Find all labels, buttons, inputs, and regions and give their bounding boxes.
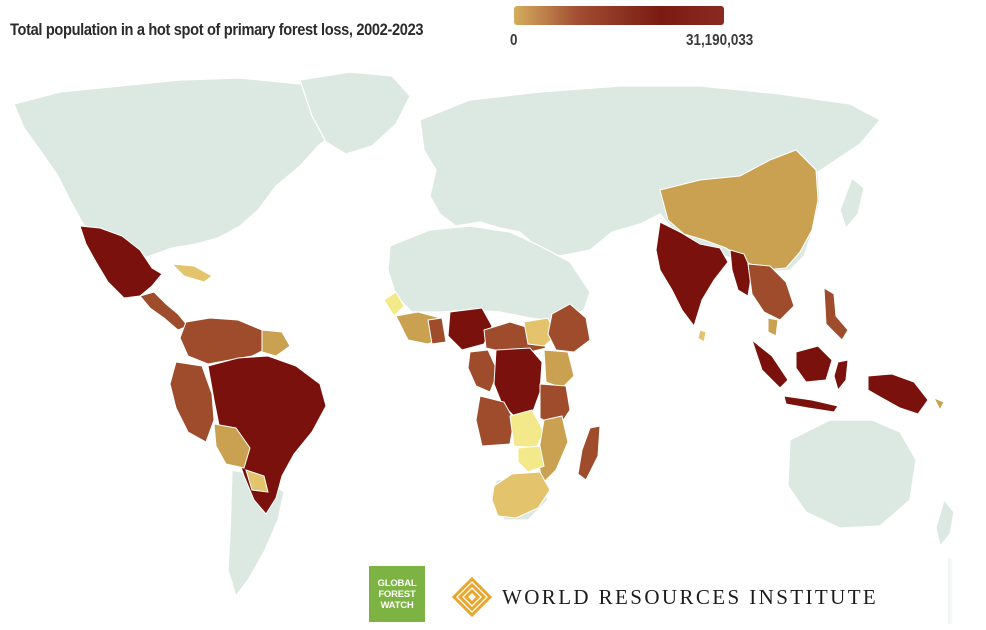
hotspot-countries (79, 149, 945, 519)
land-australia (787, 419, 917, 529)
land-japan (839, 176, 865, 230)
region-myanmar (729, 249, 753, 297)
legend-color-bar (514, 6, 724, 25)
land-new-zealand (935, 498, 955, 548)
region-gabon-congo (467, 349, 499, 393)
region-sri-lanka (697, 329, 707, 343)
region-mozambique-malawi (537, 415, 569, 486)
region-guianas (261, 329, 291, 357)
region-china (659, 149, 819, 271)
region-ethiopia (547, 303, 591, 353)
edge-divider (948, 558, 954, 624)
gfw-logo-line-2: FOREST (378, 588, 416, 600)
region-south-sudan (523, 317, 557, 347)
region-borneo (795, 345, 833, 383)
region-bolivia (213, 423, 251, 469)
region-zimbabwe (517, 445, 545, 473)
region-paraguay (245, 469, 269, 493)
region-pacific-islands (932, 397, 945, 412)
region-indochina (747, 263, 795, 321)
land-greenland (299, 71, 411, 155)
region-colombia-venezuela (179, 317, 269, 365)
region-zambia (509, 409, 545, 449)
land-north-america (13, 77, 382, 263)
region-uganda-kenya (543, 349, 575, 389)
region-mexico (79, 225, 163, 299)
region-caribbean (170, 263, 213, 283)
legend-max-label: 31,190,033 (686, 32, 754, 49)
region-philippines (823, 287, 849, 341)
region-sulawesi (833, 359, 849, 392)
region-sumatra (750, 338, 789, 389)
region-peru-ecuador (169, 361, 215, 443)
region-ghana (427, 317, 447, 345)
region-central-america (139, 291, 189, 331)
region-india (655, 221, 729, 328)
region-south-africa (491, 471, 551, 519)
gfw-logo-line-1: GLOBAL (377, 577, 417, 589)
region-new-guinea (867, 373, 929, 415)
region-peninsular-malaysia (767, 317, 779, 337)
region-angola (475, 395, 515, 447)
wri-logo-wordmark: WORLD RESOURCES INSTITUTE (502, 585, 879, 609)
gfw-logo-line-3: WATCH (380, 599, 414, 611)
region-madagascar (577, 425, 601, 481)
wri-logo-icon (452, 577, 492, 617)
global-forest-watch-logo: GLOBAL FOREST WATCH (369, 566, 425, 622)
region-nigeria (447, 307, 493, 351)
region-west-africa-dry (383, 291, 405, 317)
legend-min-label: 0 (510, 32, 518, 49)
region-java (783, 395, 839, 413)
map-title: Total population in a hot spot of primar… (10, 20, 424, 39)
